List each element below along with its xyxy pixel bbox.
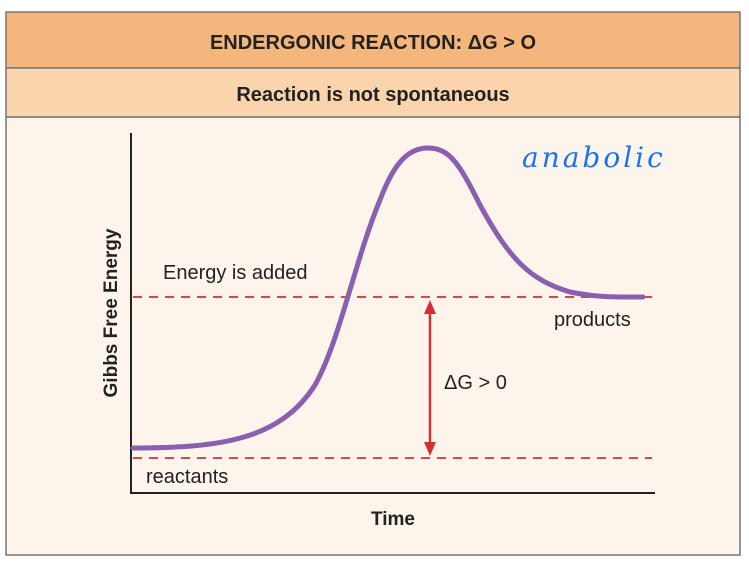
delta-g-arrow — [424, 300, 436, 456]
diagram-subtitle: Reaction is not spontaneous — [236, 84, 509, 106]
header-bar — [5, 11, 741, 69]
panel-background — [5, 116, 741, 556]
y-axis-label: Gibbs Free Energy — [101, 228, 122, 397]
diagram-title: ENDERGONIC REACTION: ΔG > O — [210, 32, 536, 54]
energy-curve — [130, 145, 646, 451]
delta-g-label: ΔG > 0 — [444, 372, 507, 394]
x-axis-label: Time — [371, 509, 415, 530]
energy-added-label: Energy is added — [163, 262, 308, 284]
products-label: products — [554, 309, 631, 331]
reactants-label: reactants — [146, 466, 228, 488]
subheader-bar — [5, 67, 741, 118]
handwritten-annotation: anabolic — [522, 141, 666, 174]
